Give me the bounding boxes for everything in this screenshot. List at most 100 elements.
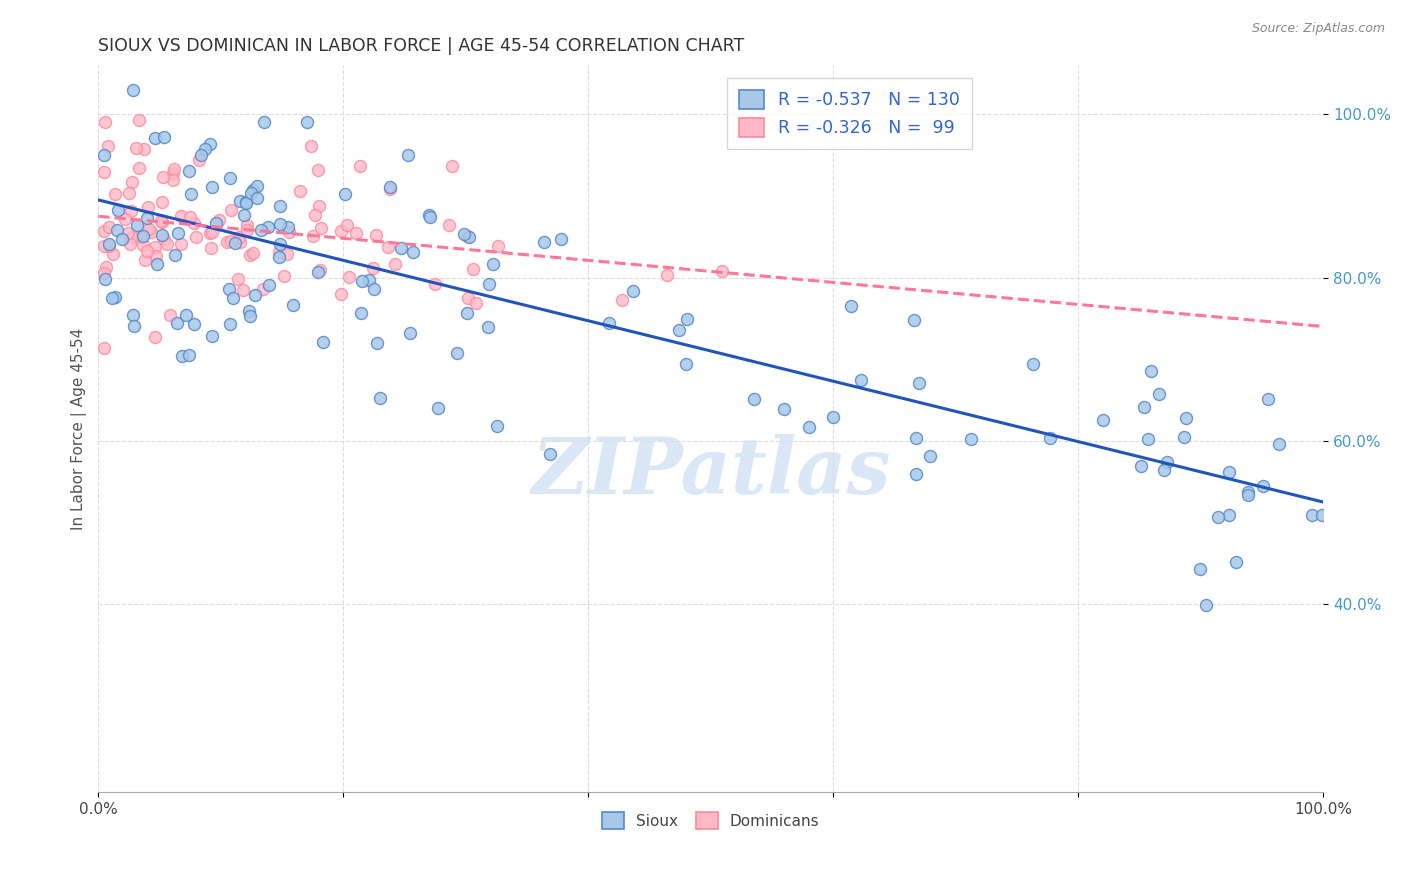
- Point: [437, 219, 460, 233]
- Point: [128, 113, 150, 128]
- Point: [465, 296, 488, 310]
- Point: [136, 211, 159, 226]
- Point: [253, 114, 276, 128]
- Point: [170, 209, 193, 223]
- Point: [1039, 431, 1062, 445]
- Point: [238, 304, 260, 318]
- Point: [179, 211, 201, 225]
- Point: [1218, 465, 1240, 479]
- Point: [207, 212, 229, 227]
- Point: [610, 293, 633, 307]
- Point: [456, 306, 478, 320]
- Point: [183, 216, 205, 230]
- Point: [222, 291, 245, 305]
- Point: [252, 282, 274, 296]
- Point: [398, 326, 420, 340]
- Point: [239, 186, 262, 201]
- Point: [93, 272, 115, 286]
- Point: [163, 248, 186, 262]
- Point: [180, 187, 202, 202]
- Point: [301, 139, 323, 153]
- Point: [418, 208, 440, 222]
- Point: [453, 227, 475, 241]
- Point: [107, 202, 129, 217]
- Point: [250, 223, 273, 237]
- Point: [98, 239, 121, 253]
- Point: [1206, 510, 1229, 524]
- Point: [100, 291, 122, 305]
- Point: [235, 196, 257, 211]
- Point: [598, 316, 620, 330]
- Point: [456, 229, 478, 244]
- Point: [1130, 459, 1153, 474]
- Point: [1310, 508, 1333, 522]
- Point: [97, 236, 120, 251]
- Point: [174, 308, 197, 322]
- Point: [134, 253, 156, 268]
- Point: [550, 232, 572, 246]
- Point: [93, 342, 115, 356]
- Point: [93, 239, 115, 253]
- Point: [125, 140, 148, 154]
- Point: [377, 240, 399, 254]
- Point: [350, 306, 373, 320]
- Point: [457, 291, 479, 305]
- Point: [93, 115, 115, 129]
- Point: [361, 260, 384, 275]
- Point: [363, 282, 385, 296]
- Point: [236, 218, 259, 232]
- Point: [478, 277, 501, 291]
- Point: [141, 225, 163, 239]
- Point: [228, 229, 250, 244]
- Point: [177, 164, 200, 178]
- Point: [131, 229, 153, 244]
- Point: [903, 313, 925, 327]
- Point: [307, 162, 329, 177]
- Point: [344, 227, 367, 241]
- Point: [150, 214, 173, 228]
- Point: [1257, 392, 1279, 406]
- Point: [215, 235, 238, 249]
- Point: [183, 317, 205, 331]
- Point: [131, 238, 153, 252]
- Point: [132, 142, 155, 156]
- Point: [190, 148, 212, 162]
- Point: [908, 376, 931, 391]
- Point: [349, 159, 371, 173]
- Point: [128, 161, 150, 176]
- Point: [905, 467, 928, 481]
- Point: [219, 234, 242, 248]
- Point: [675, 357, 697, 371]
- Point: [389, 241, 412, 255]
- Point: [228, 194, 250, 208]
- Point: [458, 230, 481, 244]
- Point: [243, 287, 266, 301]
- Point: [849, 373, 872, 387]
- Point: [1022, 357, 1045, 371]
- Point: [121, 230, 143, 244]
- Point: [226, 272, 249, 286]
- Point: [166, 226, 188, 240]
- Point: [117, 227, 139, 241]
- Point: [152, 227, 174, 242]
- Point: [277, 219, 299, 234]
- Point: [98, 220, 121, 235]
- Point: [242, 246, 264, 260]
- Point: [1153, 463, 1175, 477]
- Point: [150, 194, 173, 209]
- Point: [152, 232, 174, 246]
- Point: [742, 392, 765, 406]
- Point: [1174, 411, 1197, 425]
- Point: [188, 153, 211, 167]
- Point: [477, 319, 499, 334]
- Text: Source: ZipAtlas.com: Source: ZipAtlas.com: [1251, 22, 1385, 36]
- Point: [159, 308, 181, 322]
- Point: [232, 283, 254, 297]
- Point: [205, 216, 228, 230]
- Point: [124, 318, 146, 333]
- Point: [839, 299, 862, 313]
- Point: [368, 391, 391, 405]
- Point: [269, 250, 291, 264]
- Point: [136, 200, 159, 214]
- Point: [242, 183, 264, 197]
